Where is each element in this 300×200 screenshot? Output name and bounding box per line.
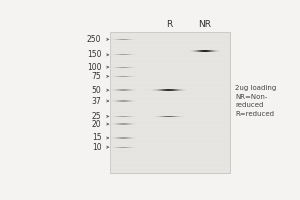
Bar (110, 166, 230, 169)
Bar (110, 32, 230, 34)
Bar (110, 58, 230, 60)
Bar (110, 62, 230, 65)
Bar (110, 136, 230, 138)
Bar (110, 150, 230, 152)
Bar (110, 34, 230, 36)
Bar (110, 152, 230, 154)
Bar (110, 147, 230, 150)
Bar (110, 65, 230, 67)
Bar (110, 72, 230, 74)
Bar (110, 169, 230, 171)
Bar (110, 41, 230, 44)
Bar (110, 138, 230, 140)
Bar (110, 39, 230, 41)
Bar (110, 112, 230, 114)
Bar (110, 79, 230, 81)
Bar (110, 133, 230, 136)
Bar (110, 95, 230, 98)
Text: 150: 150 (87, 50, 109, 59)
Bar (110, 84, 230, 86)
Bar (110, 110, 230, 112)
Bar (110, 107, 230, 110)
Bar (110, 86, 230, 88)
Text: 25: 25 (92, 112, 109, 121)
Bar (110, 51, 230, 53)
Text: 2ug loading: 2ug loading (235, 85, 276, 91)
Text: 37: 37 (92, 97, 109, 106)
Text: 75: 75 (92, 72, 109, 81)
Bar (110, 159, 230, 162)
Bar (110, 105, 230, 107)
Bar (110, 81, 230, 84)
Bar (110, 98, 230, 100)
Bar (110, 157, 230, 159)
Bar (110, 36, 230, 39)
Bar (110, 131, 230, 133)
Bar (110, 140, 230, 143)
Text: 250: 250 (87, 35, 109, 44)
Bar (110, 117, 230, 119)
Bar (110, 88, 230, 91)
Text: 50: 50 (92, 86, 109, 95)
Bar (110, 91, 230, 93)
Bar (110, 67, 230, 69)
Text: NR=Non-: NR=Non- (235, 94, 268, 100)
Bar (110, 129, 230, 131)
Bar (110, 53, 230, 55)
Text: R: R (166, 20, 172, 29)
Bar (110, 69, 230, 72)
Bar (110, 44, 230, 46)
Bar (110, 154, 230, 157)
Text: R=reduced: R=reduced (235, 111, 274, 117)
Bar (110, 162, 230, 164)
Bar (110, 121, 230, 124)
Bar (110, 93, 230, 95)
Bar (110, 103, 230, 105)
Bar (110, 77, 230, 79)
Text: 10: 10 (92, 143, 109, 152)
Bar (110, 48, 230, 51)
Bar (110, 32, 230, 173)
Bar (110, 60, 230, 62)
Text: 100: 100 (87, 63, 109, 72)
Bar (110, 74, 230, 77)
Bar (110, 46, 230, 48)
Text: reduced: reduced (235, 102, 263, 108)
Bar (110, 145, 230, 147)
Bar (110, 171, 230, 173)
Bar (110, 114, 230, 117)
Bar (110, 55, 230, 58)
Bar (110, 164, 230, 166)
Bar (110, 143, 230, 145)
Bar (110, 119, 230, 121)
Bar (110, 100, 230, 103)
Text: NR: NR (198, 20, 212, 29)
Text: 20: 20 (92, 120, 109, 129)
Text: 15: 15 (92, 133, 109, 142)
Bar (110, 124, 230, 126)
Bar (110, 126, 230, 129)
